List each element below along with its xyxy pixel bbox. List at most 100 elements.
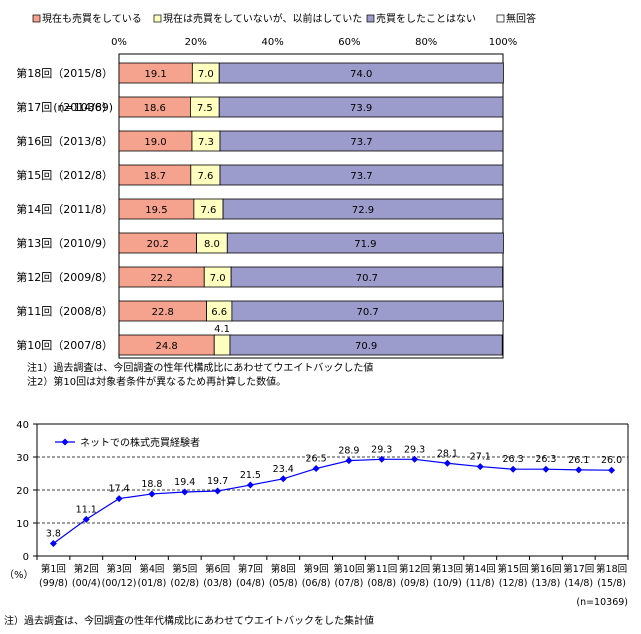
- data-point: [411, 455, 419, 463]
- data-point: [345, 457, 353, 465]
- bar-value-label: 18.6: [144, 103, 166, 114]
- x-tick-label: 第18回: [596, 563, 627, 575]
- x-tick-label: 第16回: [530, 563, 561, 575]
- x-tick-label: 100%: [489, 37, 518, 48]
- bar-segment-2: [226, 232, 504, 254]
- data-point: [246, 481, 254, 489]
- y-tick-label: 0: [23, 552, 29, 563]
- y-tick-label: 30: [16, 453, 29, 464]
- bar-segment-2: [218, 62, 504, 84]
- data-label: 26.0: [601, 455, 622, 466]
- category-label: 第18回（2015/8）: [16, 66, 113, 80]
- legend-swatch-1: [153, 14, 162, 23]
- note-2: 注2）第10回は対象者条件が異なるため再計算した数値。: [27, 375, 286, 388]
- bar-value-label: 74.0: [350, 69, 372, 80]
- data-point: [148, 490, 156, 498]
- x-tick-label: 20%: [185, 37, 207, 48]
- data-label: 29.3: [404, 444, 425, 455]
- data-point: [279, 475, 287, 483]
- stacked-bar-chart: 現在も売買をしている 現在は売買をしていないが、以前はしていた 売買をしたことはない…: [16, 12, 536, 388]
- x-tick-label: 第14回: [465, 563, 496, 575]
- legend-label: ネットでの株式売買経験者: [80, 436, 200, 449]
- bar-value-label: 70.9: [355, 341, 377, 352]
- bar-value-label: 7.6: [197, 171, 213, 182]
- data-label: 28.1: [437, 448, 458, 459]
- bar-segment-1: [213, 334, 231, 356]
- x-tick-label: 第12回: [399, 563, 430, 575]
- x-tick-label: 第13回: [432, 563, 463, 575]
- data-label: 26.3: [535, 454, 556, 465]
- data-point: [312, 465, 320, 473]
- bar-value-label: 4.1: [214, 324, 230, 335]
- x-tick-sublabel: (00/12): [102, 578, 137, 589]
- data-label: 28.9: [338, 446, 359, 457]
- x-tick-sublabel: (15/8): [597, 578, 626, 589]
- bar-value-label: 73.7: [350, 171, 372, 182]
- sample-note: (n=10369): [53, 101, 113, 114]
- x-tick-sublabel: (04/8): [236, 578, 265, 589]
- x-tick-label: 第1回: [41, 563, 66, 575]
- x-tick-label: 第7回: [238, 563, 263, 575]
- legend-swatch-2: [366, 14, 375, 23]
- x-tick-label: 40%: [261, 37, 283, 48]
- x-tick-label: 第8回: [271, 563, 296, 575]
- bar-value-label: 7.5: [197, 103, 213, 114]
- series-line: [53, 458, 612, 544]
- note-1: 注1）過去調査は、今回調査の性年代構成比にあわせてウエイトバックした値: [27, 361, 373, 374]
- data-label: 29.3: [371, 444, 392, 455]
- data-point: [115, 495, 123, 503]
- y-tick-label: 40: [16, 420, 29, 431]
- category-label: 第15回（2012/8）: [16, 168, 113, 182]
- legend-swatch-0: [32, 14, 41, 23]
- x-tick-sublabel: (06/8): [302, 578, 331, 589]
- data-point: [509, 465, 517, 473]
- bar-value-label: 22.2: [150, 273, 172, 284]
- bar-value-label: 6.6: [211, 307, 227, 318]
- bar-segment-2: [231, 300, 504, 322]
- x-tick-label: 第10回: [333, 563, 364, 575]
- data-label: 26.1: [568, 455, 589, 466]
- x-tick-label: 80%: [415, 37, 437, 48]
- data-point: [575, 466, 583, 474]
- data-point: [542, 465, 550, 473]
- data-point: [214, 487, 222, 495]
- data-point: [181, 488, 189, 496]
- category-label: 第17回（2014/8）: [16, 100, 113, 114]
- y-tick-label: 20: [16, 486, 29, 497]
- footnote: 注）過去調査は、今回調査の性年代構成比にあわせてウエイトバックをした集計値: [4, 614, 374, 627]
- legend-label-3: 無回答: [506, 12, 536, 25]
- x-tick-sublabel: (03/8): [203, 578, 232, 589]
- bar-value-label: 20.2: [147, 239, 169, 250]
- data-label: 19.7: [207, 476, 228, 487]
- x-tick-label: 第9回: [304, 563, 329, 575]
- y-tick-label: 10: [16, 519, 29, 530]
- bar-value-label: 19.5: [145, 205, 167, 216]
- bar-value-label: 73.7: [350, 137, 372, 148]
- x-tick-sublabel: (02/8): [170, 578, 199, 589]
- bar-value-label: 19.0: [144, 137, 166, 148]
- data-label: 26.3: [503, 454, 524, 465]
- legend-marker: [61, 438, 69, 446]
- bar-value-label: 24.8: [155, 341, 177, 352]
- bar-value-label: 8.0: [204, 239, 220, 250]
- bar-segment-2: [230, 266, 504, 288]
- category-label: 第11回（2008/8）: [16, 304, 113, 318]
- sample-note: (n=10369): [576, 597, 628, 608]
- data-label: 17.4: [109, 484, 130, 495]
- bar-segment-2: [222, 198, 504, 220]
- data-label: 23.4: [273, 464, 294, 475]
- category-label: 第16回（2013/8）: [16, 134, 113, 148]
- bar-value-label: 73.9: [350, 103, 372, 114]
- x-tick-sublabel: (13/8): [532, 578, 561, 589]
- data-label: 27.1: [470, 452, 491, 463]
- bar-value-label: 22.8: [152, 307, 174, 318]
- x-tick-sublabel: (11/8): [466, 578, 495, 589]
- data-label: 3.8: [46, 528, 61, 539]
- x-tick-label: 第15回: [498, 563, 529, 575]
- x-tick-label: 第4回: [139, 563, 164, 575]
- legend-label-0: 現在も売買をしている: [42, 12, 142, 25]
- x-tick-label: 第2回: [74, 563, 99, 575]
- y-axis-label: （%）: [4, 569, 34, 581]
- category-label: 第14回（2011/8）: [16, 202, 113, 216]
